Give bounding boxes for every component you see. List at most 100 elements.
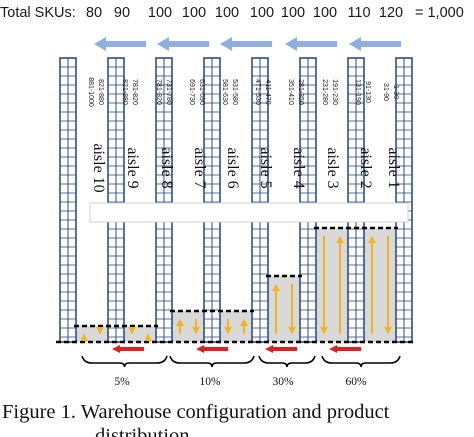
caption-line-1: Figure 1. Warehouse configuration and pr… [2,401,390,423]
fill-area [364,228,396,342]
fill-area [268,276,300,342]
aisle-label: aisle 1 [385,147,402,188]
total-skus-value: = 1,000 [415,5,464,21]
caption-line-2: distribution [95,425,190,437]
travel-arrow-head-icon [368,236,376,243]
aisle-label: aisle 9 [124,147,141,188]
travel-arrow-head-icon [144,334,152,341]
travel-arrow-head-icon [320,327,328,334]
travel-arrow-head-icon [288,327,296,334]
sku-range-label: 1-30 [392,85,399,99]
travel-arrow-head-icon [272,284,280,291]
fill-area [172,311,204,342]
flow-arrow-left-icon [329,345,361,353]
sku-count: 100 [250,5,274,21]
sku-range-label: 471-530 [254,79,261,105]
sku-range-label: 91-130 [364,81,371,103]
sku-range-label: 821-880 [121,79,128,105]
aisle-label: aisle 7 [191,147,208,188]
sku-range-label: 231-280 [321,79,328,105]
zone-bracket [169,355,255,368]
cross-aisle [89,202,409,223]
sku-range-label: 131-190 [354,79,361,105]
sku-range-label: 531-580 [231,79,238,105]
sku-count: 110 [347,5,370,21]
rack [251,57,269,343]
sku-range-label: 31-90 [382,83,389,101]
aisle-label: aisle 6 [224,147,241,188]
fill-area [220,311,252,342]
sku-range-label: 691-730 [188,79,195,105]
travel-arrows [80,236,392,341]
sku-header: Total SKUs: 80 90 100 100 100 100 100 100 110 120… [0,5,464,21]
sku-range-label: 781-820 [155,79,162,105]
travel-arrow-head-icon [224,327,232,334]
storage-fill-areas [76,228,396,342]
sku-count: 100 [281,5,305,21]
figure-caption: Figure 1. Warehouse configuration and pr… [2,401,390,437]
flow-arrow-left-icon [349,37,401,51]
sku-range-label: 631-690 [198,79,205,105]
travel-arrow-head-icon [384,327,392,334]
rack-columns [59,57,413,343]
aisle-label: aisle 5 [257,147,274,188]
flow-arrow-left-icon [196,345,228,353]
sku-count: 100 [313,5,337,21]
aisle-label: aisle 4 [290,147,307,188]
flow-arrow-left-icon [157,37,209,51]
bottom-flow [112,345,361,353]
zone-bracket [258,355,316,368]
sku-count: 100 [215,5,239,21]
sku-count: 80 [86,5,102,21]
zone-bracket [81,355,168,368]
sku-range-label: 281-350 [297,79,304,105]
flow-arrow-left-icon [112,345,144,353]
fill-level-lines [56,226,416,344]
rack [59,57,77,343]
fill-area [316,228,348,342]
travel-arrow-head-icon [128,327,136,334]
zone-percent: 5% [114,376,130,388]
sku-range-label: 731-780 [165,79,172,105]
sku-range-label: 191-230 [331,79,338,105]
sku-range-label: 411-470 [264,79,271,104]
rack [155,57,173,343]
aisle-label: aisle 2 [357,147,374,188]
zone-bracket [321,355,401,368]
sku-range-label: 781-820 [131,79,138,105]
travel-arrow-head-icon [192,327,200,334]
zone-percent: 60% [345,376,367,388]
sku-count: 120 [379,5,403,21]
flow-arrow-left-icon [220,37,272,51]
sku-count: 90 [114,5,130,21]
aisle-label: aisle 3 [324,147,341,188]
sku-range-label: 581-630 [221,79,228,105]
zone-brackets: 5% 10% 30% 60% [81,355,401,388]
travel-arrow-head-icon [80,334,88,341]
flow-arrow-left-icon [285,37,337,51]
travel-arrow-head-icon [96,327,104,334]
aisle-label: aisle 8 [158,147,175,188]
rack [347,57,365,343]
travel-arrow-head-icon [336,236,344,243]
flow-arrow-left-icon [94,37,146,51]
zone-percent: 30% [272,376,294,388]
sku-range-label: 881-1000 [87,77,94,107]
flow-arrow-left-icon [265,345,297,353]
sku-range-label: 821-880 [97,79,104,105]
sku-count: 100 [182,5,206,21]
rack [395,57,413,343]
travel-arrow-head-icon [240,319,248,326]
aisle-label: aisle 10 [90,143,107,192]
top-flow-arrows [94,37,401,51]
sku-range-label: 351-410 [287,79,294,105]
rack [203,57,221,343]
total-skus-label: Total SKUs: [0,5,76,21]
sku-count: 100 [148,5,172,21]
sku-count-row: 80 90 100 100 100 100 100 100 110 120 [86,5,403,21]
rack [299,57,317,343]
travel-arrow-head-icon [176,319,184,326]
zone-percent: 10% [199,376,221,388]
